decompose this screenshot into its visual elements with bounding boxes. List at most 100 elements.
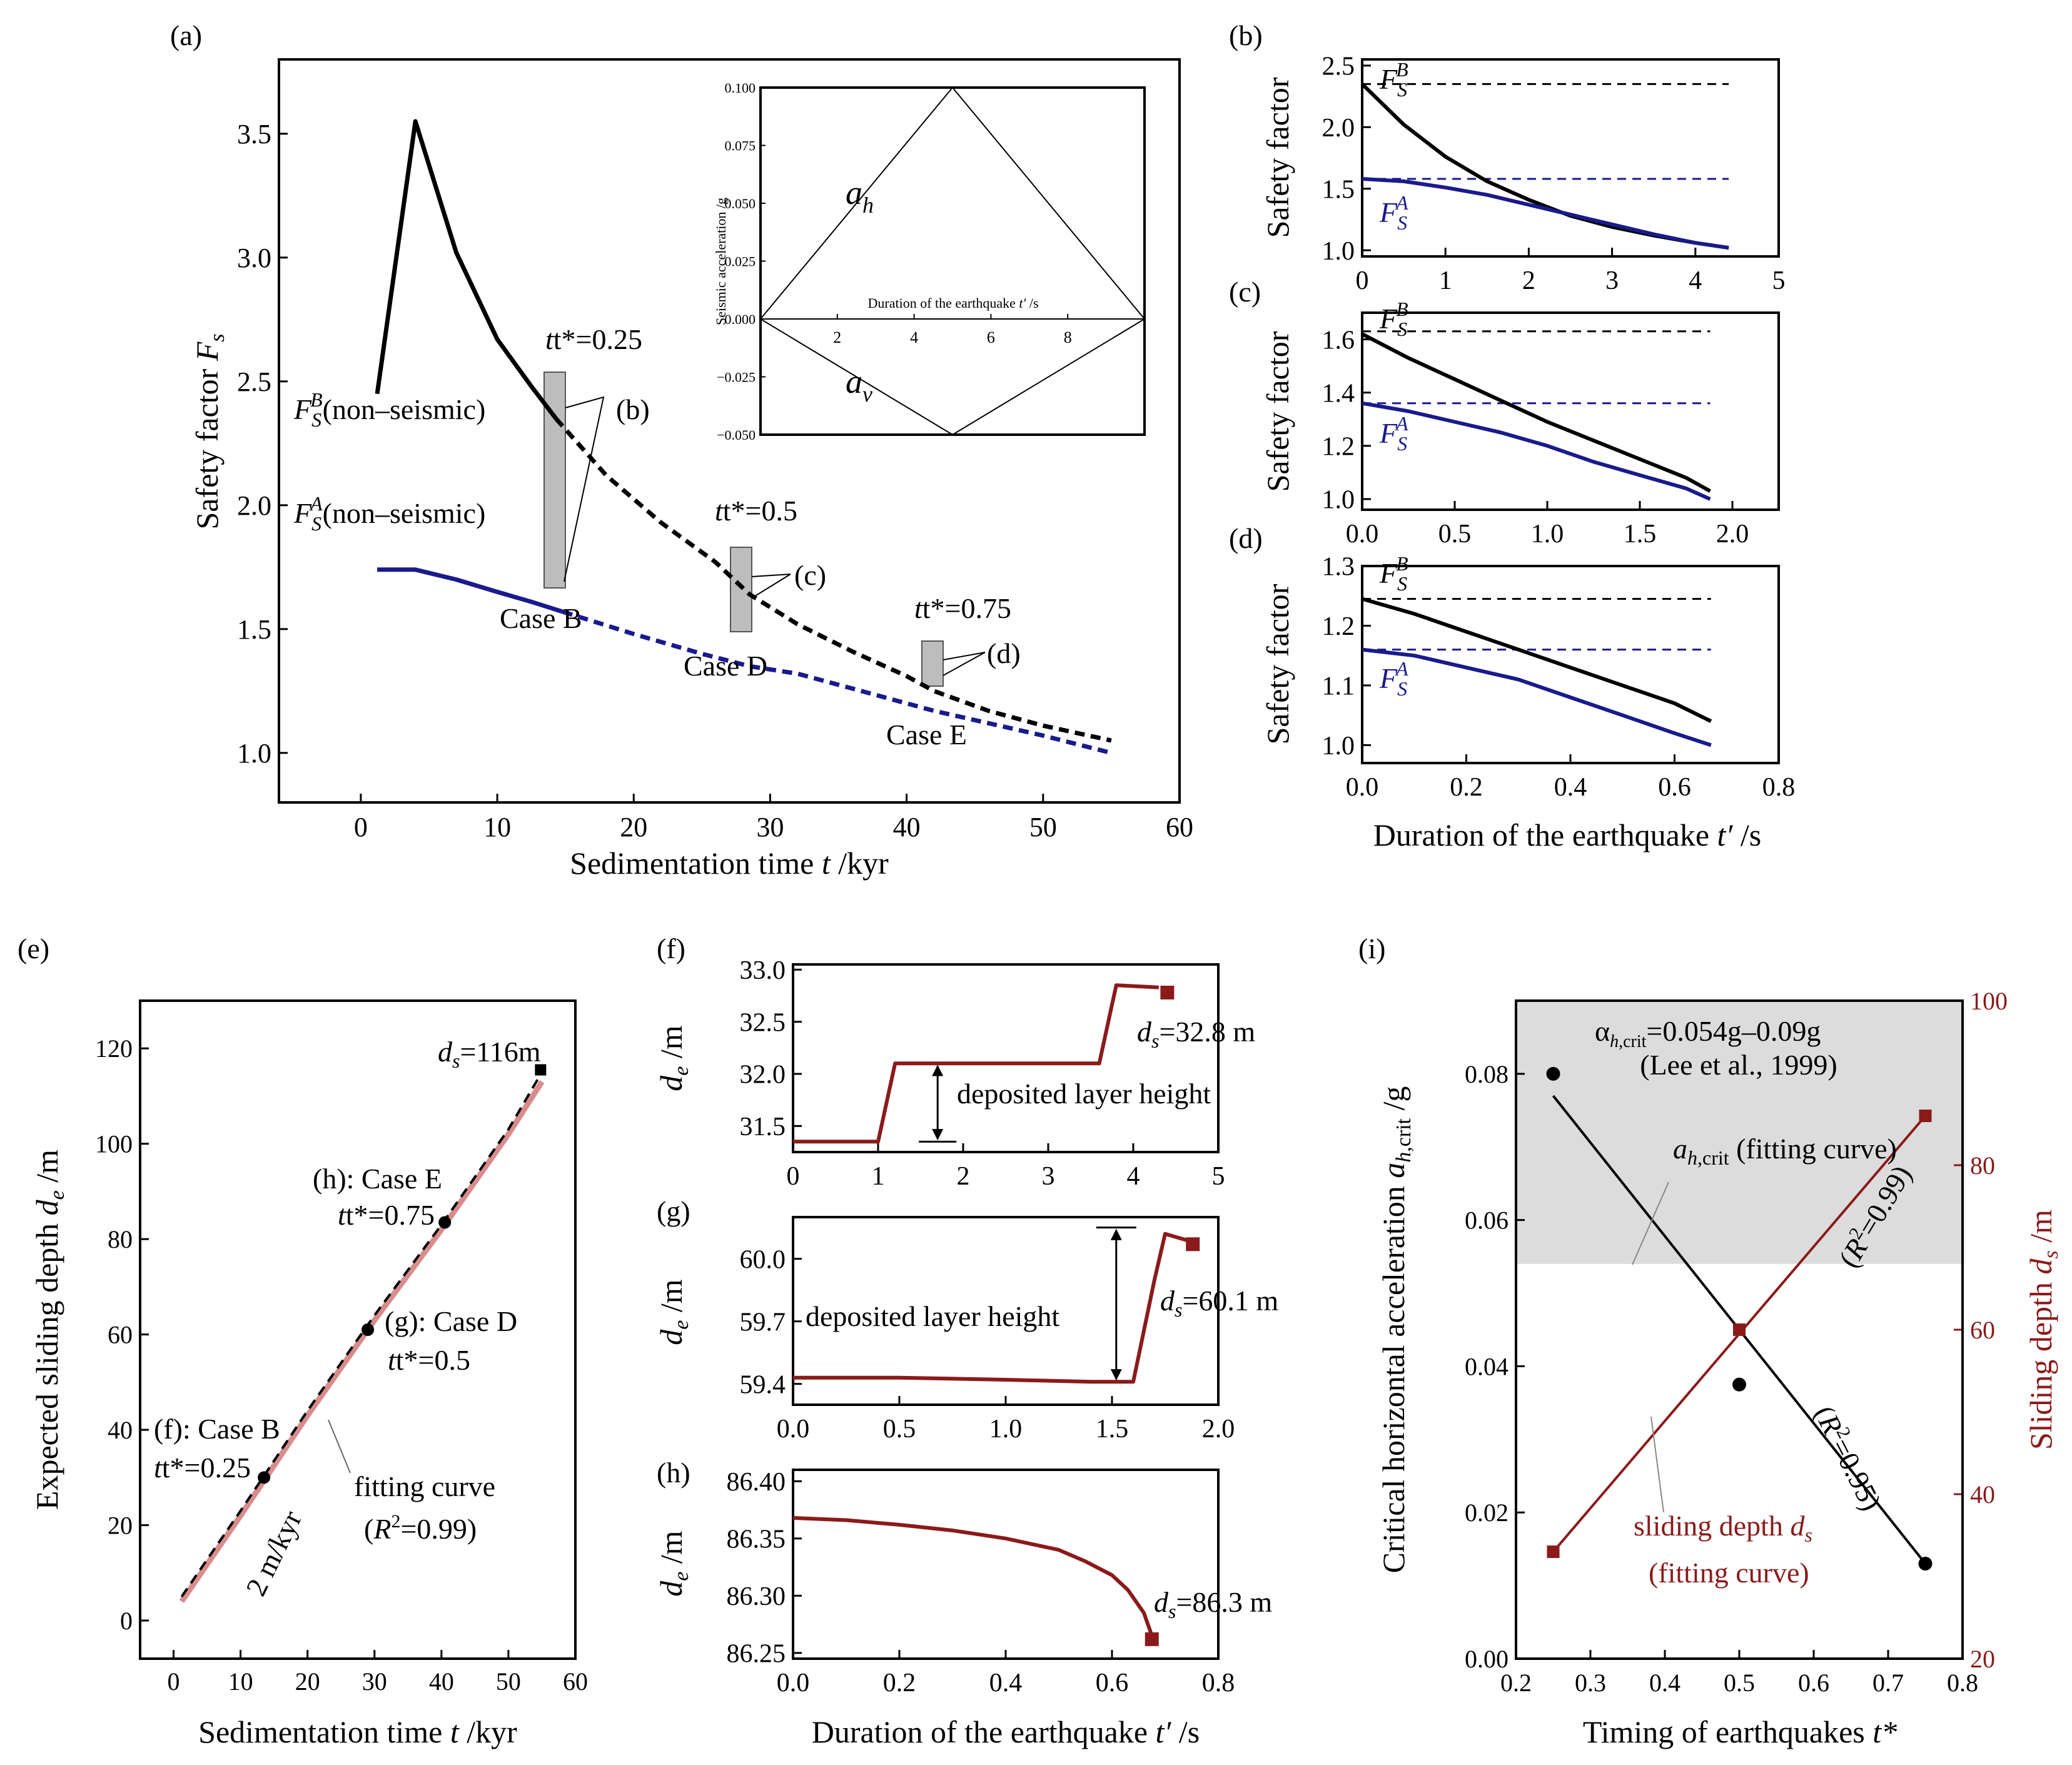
panel-c-ylabel: Safety factor xyxy=(1260,331,1295,492)
y-tick-label: 1.6 xyxy=(1322,326,1355,355)
x-tick-label: 10 xyxy=(228,1667,253,1696)
e-f2-label: tt*=0.25 xyxy=(154,1452,251,1484)
x-tick-label: 1 xyxy=(872,1162,885,1191)
depth-line xyxy=(793,1231,1187,1384)
depth-line xyxy=(792,1515,1154,1637)
panel-f: (f) 0 1 2 3 4 5 31.5 32.0 32.5 33.0 de /m ds=32.8… xyxy=(654,933,1255,1191)
y-tick-label-left: 0.08 xyxy=(1465,1060,1509,1088)
y-tick-label: 1.4 xyxy=(1322,379,1355,408)
x-tick-label: 0.0 xyxy=(1346,773,1379,802)
x-tick-label: 0.6 xyxy=(1798,1669,1829,1697)
x-tick-label: 1.0 xyxy=(989,1415,1023,1444)
panel-h-ylabel: de /m xyxy=(654,1530,693,1596)
y-tick-label: 86.40 xyxy=(727,1468,786,1497)
label-b: (b) xyxy=(616,393,650,425)
endpoint-marker xyxy=(535,1064,547,1076)
y-tick-label-right: 100 xyxy=(1970,987,2008,1015)
i-lee-label: (Lee et al., 1999) xyxy=(1640,1049,1837,1081)
panel-label-i: (i) xyxy=(1358,933,1385,964)
x-tick-label: 40 xyxy=(893,812,921,842)
panel-d-fsb-label: FSB xyxy=(1379,552,1408,595)
panel-h: (h) 0.0 0.2 0.4 0.6 0.886.2586.3086.3586.40 … xyxy=(654,1457,1272,1749)
panel-d-xlabel: Duration of the earthquake t′ /s xyxy=(1373,817,1761,852)
endpoint-marker xyxy=(1145,1632,1159,1646)
panel-i: (i) 0.2 0.3 0.4 0.5 0.6 0.7 0.8 0.00 0.02 0.04 0.0… xyxy=(1358,933,2063,1749)
y-tick-label: 59.7 xyxy=(740,1308,786,1337)
i-r2b-label: (R2=0.95) xyxy=(1808,1400,1889,1515)
i-acrit-fit-label: ah,crit (fitting curve) xyxy=(1673,1133,1897,1169)
e-h1-label: (h): Case E xyxy=(313,1163,442,1195)
e-fit-pointer xyxy=(328,1419,351,1474)
inset-chart: 0.100 0.075 0.050 0.025 0.000 −0.025 −0.050 2 4 6… xyxy=(713,80,1146,443)
y-tick-label: 0 xyxy=(120,1607,133,1635)
y-tick-label-left: 0.00 xyxy=(1465,1645,1509,1673)
safety-factor-line xyxy=(1362,597,1712,723)
x-tick-label: 1.0 xyxy=(1531,520,1564,549)
e-slope-label: 2 m/kyr xyxy=(240,1505,308,1601)
t05-text: t*=0.5 xyxy=(723,495,797,527)
panel-b-fsa-label: FSA xyxy=(1379,191,1408,234)
x-tick-label: 30 xyxy=(362,1667,387,1696)
panel-c: (c) 0.0 0.5 1.0 1.5 2.0 1.0 1.2 1.4 1.6 Safety f… xyxy=(1229,276,1780,549)
y-tick-label: 32.0 xyxy=(740,1061,786,1090)
panel-e: (e) 0 10 20 30 40 50 60 0 20 40 60 80 100 120 Sedimen… xyxy=(18,933,588,1749)
panel-label-a: (a) xyxy=(170,19,202,51)
x-tick-label: 1.5 xyxy=(1624,520,1657,549)
inset-y-tick-label: −0.050 xyxy=(717,427,756,443)
panel-a-series-line xyxy=(375,119,558,420)
case-e-box xyxy=(921,640,944,687)
x-tick-label: 30 xyxy=(756,812,784,842)
y-tick-label: 120 xyxy=(95,1034,133,1063)
e-ds-label: ds=116m xyxy=(438,1036,541,1072)
e-h2-label: tt*=0.75 xyxy=(338,1199,435,1231)
y-tick-label: 60 xyxy=(108,1321,133,1349)
y-tick-label: 2.0 xyxy=(237,490,271,521)
panel-label-g: (g) xyxy=(657,1195,690,1227)
endpoint-marker xyxy=(1186,1237,1200,1252)
x-tick-label: 4 xyxy=(1127,1162,1140,1191)
x-tick-label: 1.5 xyxy=(1096,1415,1129,1444)
panel-i-ylabel-right: Sliding depth ds /m xyxy=(2023,1210,2063,1450)
label-case-d: Case D xyxy=(684,650,767,682)
inset-ah-label: ah xyxy=(846,174,874,218)
panel-label-b: (b) xyxy=(1229,19,1263,51)
inset-av-line xyxy=(760,318,1145,435)
inset-x-tick-label: 4 xyxy=(910,328,918,346)
y-tick-label: 86.25 xyxy=(727,1640,786,1669)
pointer-d xyxy=(943,652,986,676)
panel-label-d: (d) xyxy=(1229,522,1263,554)
label-t05: tt*=0.5 xyxy=(715,495,797,527)
panel-a-frame xyxy=(278,58,1181,804)
y-tick-label-left: 0.06 xyxy=(1465,1206,1509,1235)
fsb-text: (non–seismic) xyxy=(323,393,486,425)
inset-x-tick-label: 2 xyxy=(833,328,841,346)
g-layer-label: deposited layer height xyxy=(806,1300,1059,1332)
x-tick-label: 0.8 xyxy=(1947,1669,1978,1697)
panel-g-ylabel: de /m xyxy=(654,1279,693,1345)
x-tick-label: 0.6 xyxy=(1096,1669,1129,1697)
y-tick-label: 80 xyxy=(108,1225,133,1253)
y-tick-label: 2.0 xyxy=(1322,114,1355,143)
i-sd1-label: sliding depth ds xyxy=(1634,1510,1812,1546)
i-sd2-label: (fitting curve) xyxy=(1649,1557,1809,1589)
panel-d-frame xyxy=(1361,565,1780,764)
y-tick-label: 2.5 xyxy=(237,367,271,397)
y-tick-label-right: 40 xyxy=(1970,1480,1995,1509)
panel-a-xlabel: Sedimentation time t /kyr xyxy=(570,846,889,881)
x-tick-label: 0.0 xyxy=(777,1669,810,1697)
x-tick-label: 0.3 xyxy=(1575,1669,1606,1697)
inset-y-tick-label: 0.025 xyxy=(725,254,756,270)
inset-y-tick-label: 0.000 xyxy=(725,311,756,327)
y-tick-label: 1.0 xyxy=(237,738,271,769)
inset-ah-line xyxy=(760,87,1145,320)
x-tick-label: 0.6 xyxy=(1658,773,1691,802)
panel-e-xlabel: Sedimentation time t /kyr xyxy=(198,1714,517,1749)
panel-c-fsa-label: FSA xyxy=(1379,412,1408,455)
x-tick-label: 2 xyxy=(957,1162,970,1191)
x-tick-label: 40 xyxy=(429,1667,454,1696)
y-tick-label: 40 xyxy=(108,1416,133,1444)
safety-factor-line xyxy=(1362,647,1712,747)
pointer-c xyxy=(751,574,791,598)
x-tick-label: 3 xyxy=(1605,266,1619,295)
